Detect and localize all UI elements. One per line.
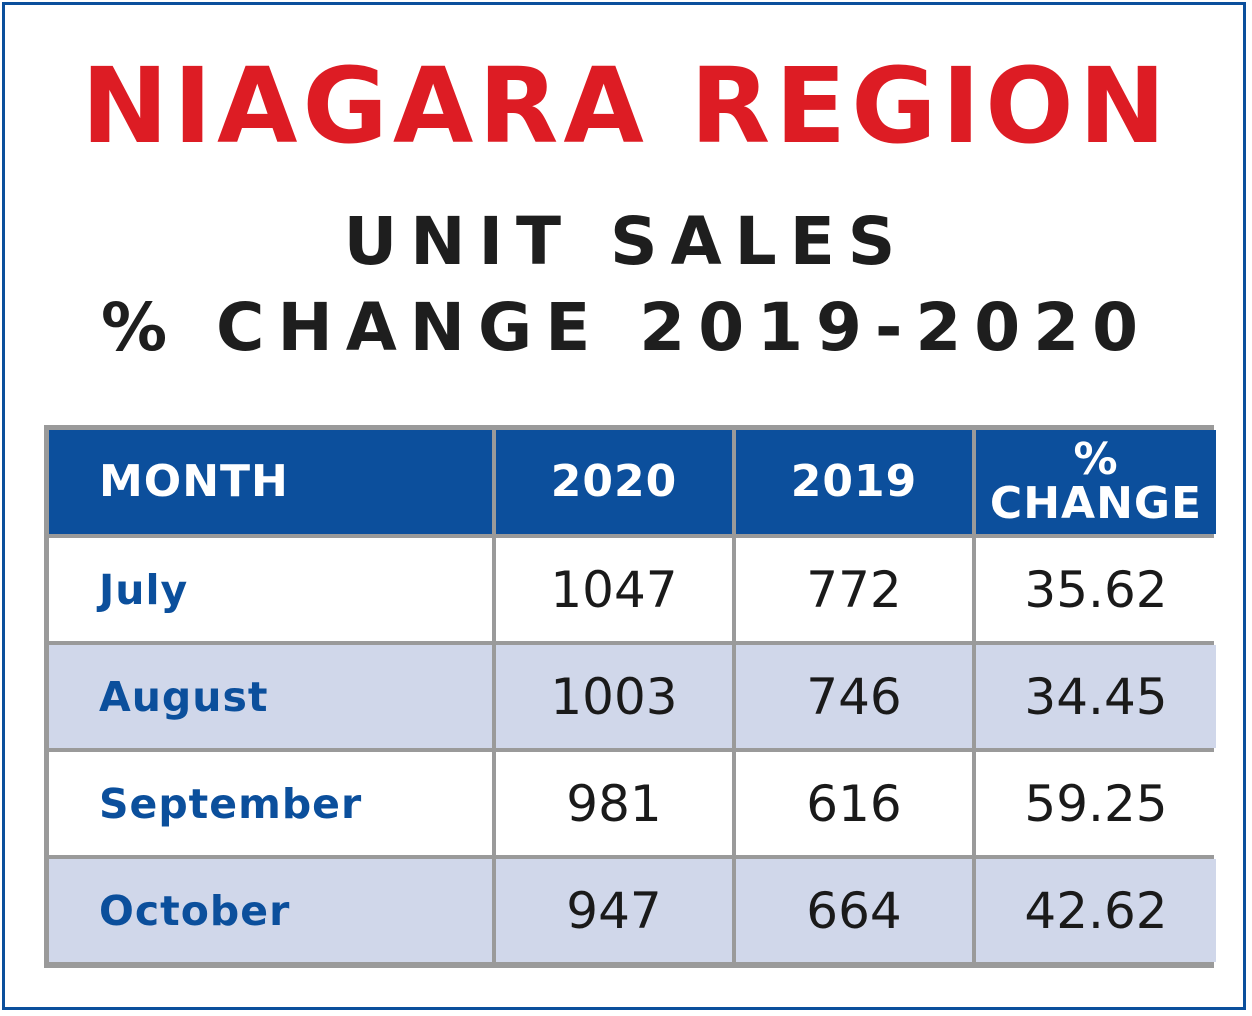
cell-2020: 1047	[496, 538, 732, 641]
pct-header-line-1: %	[1073, 434, 1119, 485]
table-body: July 1047 772 35.62 August 1003 746 34.45 Septem…	[49, 538, 1216, 962]
cell-2019: 664	[736, 859, 972, 962]
column-header-pct-change: % CHANGE	[976, 430, 1216, 534]
table-row: October 947 664 42.62	[49, 859, 1216, 962]
cell-month: July	[49, 538, 492, 641]
sales-table: MONTH 2020 2019 % CHANGE July 1047 772 35.6…	[45, 426, 1220, 966]
cell-2019: 616	[736, 752, 972, 855]
column-header-month: MONTH	[49, 430, 492, 534]
cell-2020: 1003	[496, 645, 732, 748]
cell-2019: 746	[736, 645, 972, 748]
cell-2019: 772	[736, 538, 972, 641]
column-header-2020: 2020	[496, 430, 732, 534]
cell-pct-change: 42.62	[976, 859, 1216, 962]
column-header-2019: 2019	[736, 430, 972, 534]
table-row: August 1003 746 34.45	[49, 645, 1216, 748]
table-row: July 1047 772 35.62	[49, 538, 1216, 641]
subtitle-line-1: UNIT SALES	[343, 203, 909, 280]
cell-pct-change: 34.45	[976, 645, 1216, 748]
pct-header-line-2: CHANGE	[989, 478, 1203, 529]
cell-pct-change: 35.62	[976, 538, 1216, 641]
cell-2020: 947	[496, 859, 732, 962]
table-header-row: MONTH 2020 2019 % CHANGE	[49, 430, 1216, 534]
cell-month: September	[49, 752, 492, 855]
cell-month: October	[49, 859, 492, 962]
cell-pct-change: 59.25	[976, 752, 1216, 855]
sales-table-container: MONTH 2020 2019 % CHANGE July 1047 772 35.6…	[44, 425, 1216, 968]
subtitle-line-2: % CHANGE 2019-2020	[100, 289, 1152, 366]
page-title: NIAGARA REGION	[81, 45, 1171, 167]
cell-2020: 981	[496, 752, 732, 855]
cell-month: August	[49, 645, 492, 748]
table-row: September 981 616 59.25	[49, 752, 1216, 855]
